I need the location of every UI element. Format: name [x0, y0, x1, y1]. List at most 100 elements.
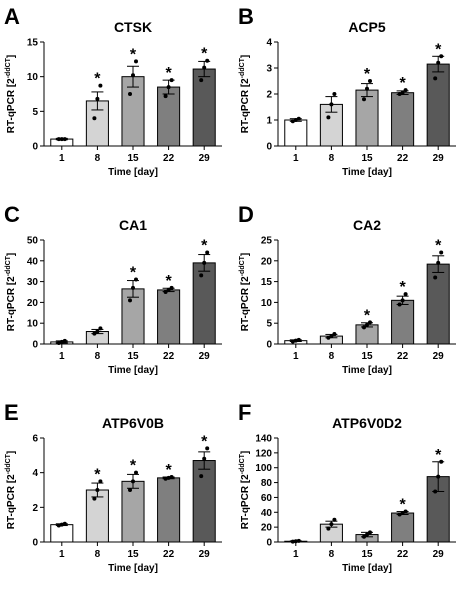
data-point: [332, 517, 337, 522]
data-point: [202, 65, 207, 70]
panel: E ATP6V0B RT-qPCR [2-ddCT] Time [day] 0 2 4 6 1 8…: [4, 400, 222, 574]
data-point: [362, 325, 366, 330]
data-point: [365, 322, 369, 327]
data-point: [433, 489, 438, 494]
data-point: [296, 337, 301, 342]
data-point: [400, 90, 405, 95]
y-tick-label: 40: [261, 508, 273, 519]
bar: [50, 524, 74, 543]
significance-mark: *: [435, 447, 442, 464]
data-point: [290, 339, 295, 344]
x-tick-label: 29: [199, 351, 211, 362]
y-tick-label: 30: [27, 277, 39, 288]
y-axis-label-part: ]: [6, 451, 17, 454]
y-axis-label: RT-qPCR [2-ddCT]: [5, 55, 17, 134]
data-point: [98, 83, 103, 88]
y-tick-label: 10: [27, 72, 39, 83]
data-point: [205, 446, 210, 451]
data-point: [436, 474, 441, 479]
data-point: [436, 60, 441, 65]
y-axis-label: RT-qPCR [2-ddCT]: [5, 451, 17, 530]
data-point: [293, 338, 298, 343]
data-point: [163, 94, 168, 99]
bar: [391, 92, 415, 147]
y-tick-label: 2: [266, 90, 272, 101]
y-tick-label: 10: [261, 298, 273, 309]
bar: [85, 489, 109, 543]
y-tick-label: 100: [255, 463, 272, 474]
data-point: [368, 530, 372, 535]
y-axis-label-part: RT-qPCR [2: [240, 276, 251, 331]
x-tick-label: 1: [293, 549, 299, 560]
significance-mark: *: [165, 273, 172, 290]
x-tick-label: 15: [127, 153, 139, 164]
data-point: [202, 456, 207, 461]
data-point: [92, 116, 97, 121]
bar: [355, 324, 379, 345]
data-point: [332, 92, 337, 96]
y-tick-label: 1: [266, 116, 272, 127]
y-axis-label-part: ]: [240, 451, 251, 454]
data-point: [166, 287, 171, 292]
data-point: [92, 331, 97, 336]
y-axis-label-part: RT-qPCR [2: [6, 474, 17, 529]
x-tick-label: 8: [95, 153, 101, 164]
x-tick-label: 8: [95, 351, 101, 362]
y-tick-label: 80: [261, 478, 273, 489]
data-point: [128, 488, 132, 492]
x-tick-label: 22: [163, 153, 175, 164]
chart-title: ATP6V0D2: [332, 415, 402, 431]
data-point: [400, 298, 405, 303]
data-point: [290, 539, 295, 544]
data-point: [95, 96, 100, 101]
data-point: [134, 59, 138, 64]
y-axis-label-part: ]: [6, 253, 17, 256]
y-axis-label-part: RT-qPCR [2: [240, 78, 251, 133]
bar: [284, 119, 308, 147]
data-point: [62, 137, 67, 142]
data-point: [293, 539, 298, 544]
x-tick-label: 22: [163, 549, 175, 560]
y-tick-label: 50: [27, 236, 39, 247]
y-axis-label-part: -ddCT: [5, 453, 12, 474]
panel: D CA2 RT-qPCR [2-ddCT] Time [day] 0 5 10 15 20 25…: [238, 202, 456, 376]
y-tick-label: 4: [32, 468, 38, 479]
data-point: [134, 277, 138, 282]
data-point: [134, 470, 138, 475]
significance-mark: *: [201, 237, 208, 254]
y-tick-label: 0: [32, 538, 38, 549]
y-tick-label: 25: [261, 236, 273, 247]
data-point: [62, 521, 67, 526]
x-tick-label: 15: [127, 549, 139, 560]
y-axis-label-part: -ddCT: [5, 255, 12, 276]
y-axis-label-part: ]: [240, 55, 251, 58]
y-tick-label: 0: [266, 538, 272, 549]
x-tick-label: 8: [329, 549, 335, 560]
data-point: [205, 58, 210, 63]
y-tick-label: 6: [32, 434, 38, 445]
significance-mark: *: [201, 433, 208, 450]
y-tick-label: 5: [32, 107, 38, 118]
y-axis-label: RT-qPCR [2-ddCT]: [5, 253, 17, 332]
chart-title: CA2: [353, 217, 381, 233]
x-tick-label: 22: [397, 153, 409, 164]
x-tick-label: 29: [433, 153, 445, 164]
bar: [157, 477, 181, 543]
y-tick-label: 3: [266, 64, 272, 75]
data-point: [205, 250, 210, 255]
data-point: [131, 479, 135, 484]
data-point: [95, 329, 100, 334]
bar: [157, 289, 181, 345]
significance-mark: *: [94, 71, 101, 88]
y-tick-label: 0: [266, 340, 272, 351]
x-tick-label: 1: [59, 351, 65, 362]
data-point: [202, 260, 207, 265]
y-tick-label: 20: [27, 298, 39, 309]
data-point: [131, 285, 135, 290]
significance-mark: *: [435, 237, 442, 254]
x-axis-label: Time [day]: [108, 167, 158, 178]
x-tick-label: 22: [163, 351, 175, 362]
bar: [192, 68, 216, 147]
panel-letter: A: [4, 4, 20, 29]
x-tick-label: 8: [329, 153, 335, 164]
